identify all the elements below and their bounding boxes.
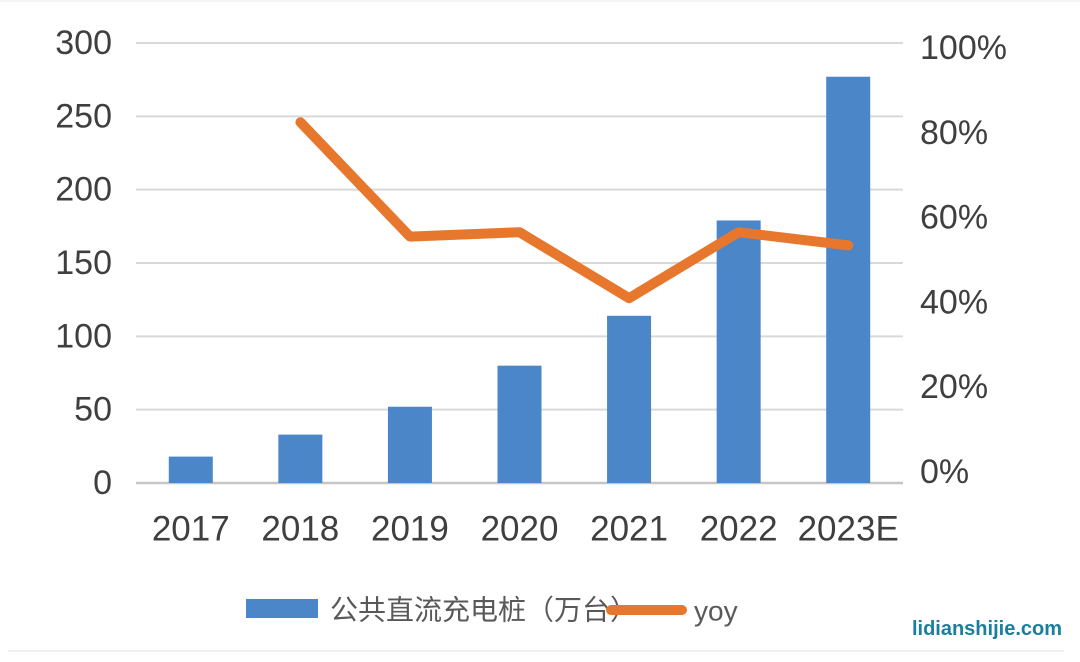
bar-2019: [387, 406, 432, 483]
legend-bar-swatch: [246, 599, 318, 618]
watermark: lidianshijie.com: [912, 618, 1062, 640]
right-axis-labels: 100% 80% 60% 40% 20% 0%: [920, 29, 1007, 491]
bar-series: [168, 76, 871, 483]
bar-2017: [168, 456, 213, 483]
legend: 公共直流充电桩（万台） yoy: [246, 595, 738, 627]
x-axis-label-2021: 2021: [590, 510, 668, 549]
x-axis-label-2019: 2019: [371, 510, 449, 549]
left-axis-tick-100: 100: [55, 317, 112, 355]
yoy-line: [295, 117, 854, 304]
left-axis-tick-50: 50: [74, 391, 112, 429]
x-axis-label-2017: 2017: [152, 510, 230, 549]
left-axis-labels: 300 250 200 150 100 50 0: [55, 24, 112, 502]
x-axis-label-2018: 2018: [261, 510, 339, 549]
right-axis-tick-40: 40%: [920, 283, 988, 321]
right-axis-tick-100: 100%: [920, 29, 1007, 67]
right-axis-tick-20: 20%: [920, 368, 988, 406]
x-axis-labels: 2017 2018 2019 2020 2021 2022 2023E: [152, 510, 899, 549]
left-axis-tick-200: 200: [55, 171, 112, 209]
legend-bar-label: 公共直流充电桩（万台）: [330, 595, 638, 626]
right-axis-tick-80: 80%: [920, 114, 988, 152]
legend-line-label: yoy: [694, 596, 738, 627]
right-axis-tick-60: 60%: [920, 199, 988, 237]
bar-2023E: [826, 76, 871, 483]
left-axis-tick-150: 150: [55, 244, 112, 282]
left-axis-tick-250: 250: [55, 97, 112, 135]
bar-2021: [607, 315, 652, 483]
bar-2018: [278, 434, 323, 483]
x-axis-label-2022: 2022: [700, 510, 778, 549]
left-axis-tick-0: 0: [93, 464, 112, 502]
x-axis-label-2020: 2020: [481, 510, 559, 549]
bar-2022: [716, 220, 761, 483]
bar-2020: [497, 365, 542, 483]
x-axis-label-2023E: 2023E: [798, 510, 899, 549]
right-axis-tick-0: 0%: [920, 453, 969, 491]
left-axis-tick-300: 300: [55, 24, 112, 62]
